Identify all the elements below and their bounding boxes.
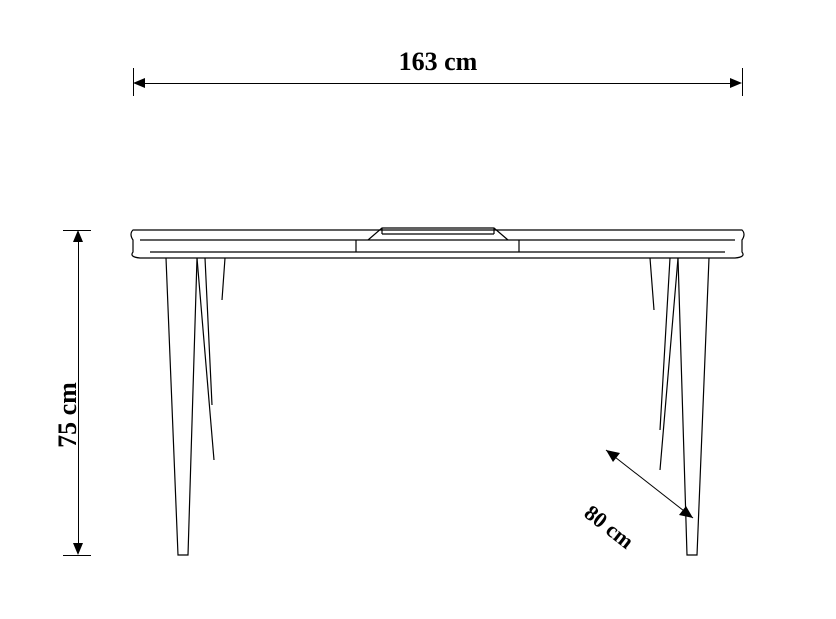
table-outline [0, 0, 836, 619]
drawing-canvas: 163 cm 75 cm [0, 0, 836, 619]
